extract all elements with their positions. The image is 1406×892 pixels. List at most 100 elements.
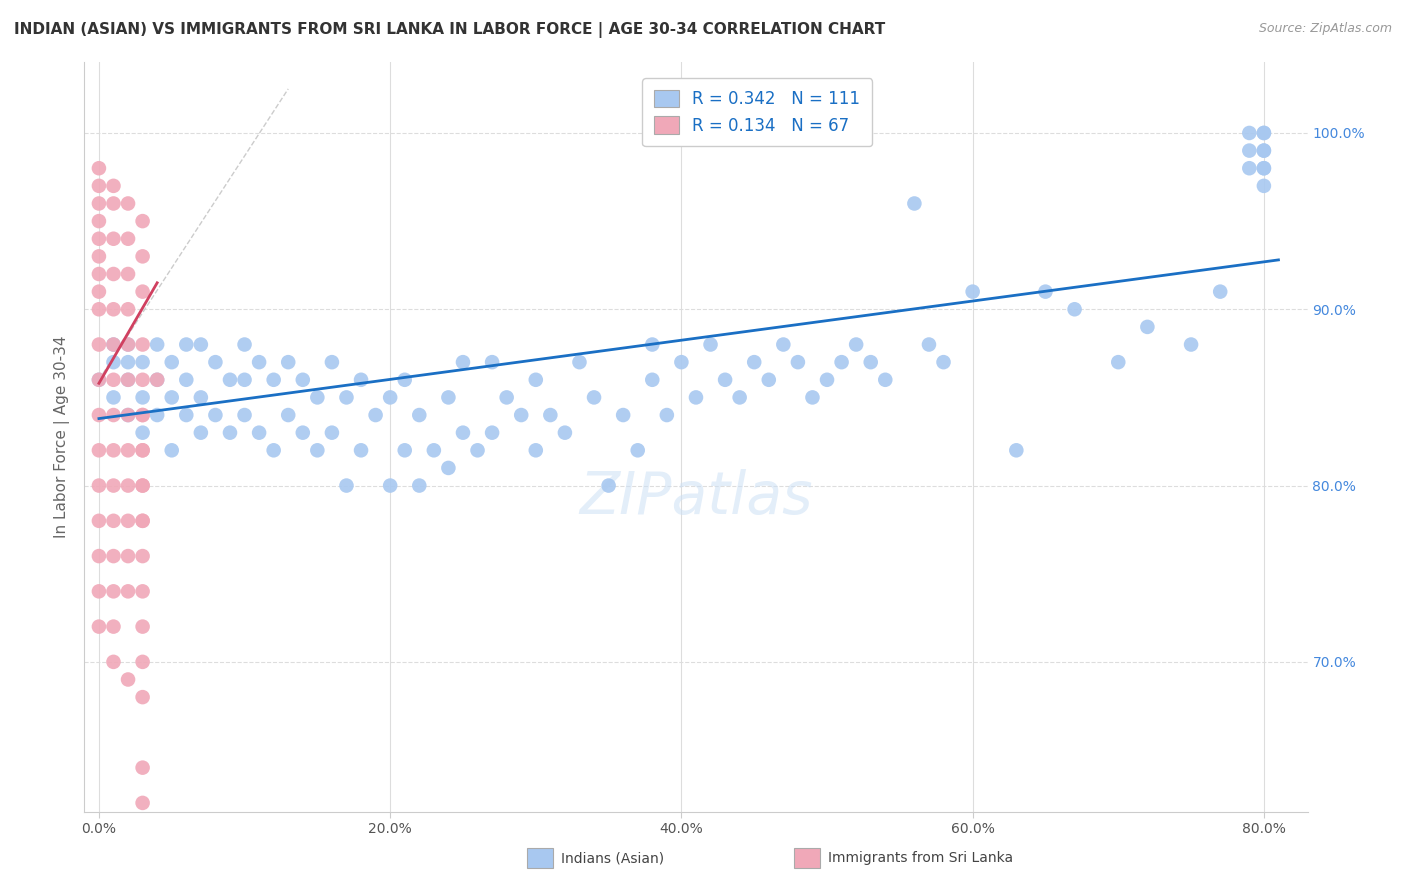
- Point: [1253, 161, 1275, 176]
- Point: [671, 355, 693, 369]
- Point: [87, 214, 110, 228]
- Point: [1063, 302, 1085, 317]
- Point: [758, 373, 780, 387]
- Text: INDIAN (ASIAN) VS IMMIGRANTS FROM SRI LANKA IN LABOR FORCE | AGE 30-34 CORRELATI: INDIAN (ASIAN) VS IMMIGRANTS FROM SRI LA…: [14, 22, 886, 38]
- Point: [117, 478, 139, 492]
- Point: [233, 337, 256, 351]
- Point: [117, 373, 139, 387]
- Point: [1253, 161, 1275, 176]
- Point: [103, 514, 125, 528]
- Point: [87, 337, 110, 351]
- Point: [87, 549, 110, 563]
- Point: [1239, 161, 1261, 176]
- Point: [247, 355, 270, 369]
- Point: [131, 337, 153, 351]
- Point: [219, 373, 242, 387]
- Point: [117, 355, 139, 369]
- Point: [87, 267, 110, 281]
- Point: [277, 355, 299, 369]
- Point: [160, 443, 183, 458]
- Point: [204, 355, 226, 369]
- Point: [233, 408, 256, 422]
- Point: [190, 337, 212, 351]
- Point: [87, 161, 110, 176]
- Point: [117, 408, 139, 422]
- Point: [103, 478, 125, 492]
- Point: [103, 443, 125, 458]
- Point: [131, 285, 153, 299]
- Point: [291, 373, 314, 387]
- Point: [233, 373, 256, 387]
- Point: [307, 443, 329, 458]
- Point: [1035, 285, 1057, 299]
- Point: [146, 373, 169, 387]
- Point: [87, 178, 110, 193]
- Point: [641, 337, 664, 351]
- Point: [408, 478, 430, 492]
- Point: [481, 355, 503, 369]
- Point: [380, 391, 402, 405]
- Point: [772, 337, 794, 351]
- Point: [335, 391, 357, 405]
- Point: [612, 408, 634, 422]
- Point: [524, 373, 547, 387]
- Point: [394, 373, 416, 387]
- Point: [903, 196, 925, 211]
- Point: [1239, 144, 1261, 158]
- Point: [87, 408, 110, 422]
- Point: [685, 391, 707, 405]
- Point: [117, 408, 139, 422]
- Point: [117, 514, 139, 528]
- Point: [131, 373, 153, 387]
- Point: [131, 549, 153, 563]
- Point: [117, 337, 139, 351]
- Point: [103, 408, 125, 422]
- Point: [787, 355, 810, 369]
- Text: Source: ZipAtlas.com: Source: ZipAtlas.com: [1258, 22, 1392, 36]
- Point: [204, 408, 226, 422]
- Point: [87, 478, 110, 492]
- Point: [627, 443, 650, 458]
- Point: [87, 285, 110, 299]
- Point: [335, 478, 357, 492]
- Point: [103, 337, 125, 351]
- Point: [801, 391, 824, 405]
- Point: [117, 673, 139, 687]
- Point: [87, 514, 110, 528]
- Point: [1253, 178, 1275, 193]
- Point: [190, 391, 212, 405]
- Point: [131, 249, 153, 263]
- Point: [394, 443, 416, 458]
- Point: [87, 302, 110, 317]
- Point: [321, 425, 343, 440]
- Point: [131, 514, 153, 528]
- Point: [845, 337, 868, 351]
- Point: [263, 443, 285, 458]
- Point: [451, 425, 474, 440]
- Point: [117, 549, 139, 563]
- Point: [103, 584, 125, 599]
- Point: [1253, 126, 1275, 140]
- Text: Indians (Asian): Indians (Asian): [561, 851, 664, 865]
- Point: [103, 373, 125, 387]
- Point: [962, 285, 984, 299]
- Point: [380, 478, 402, 492]
- Point: [174, 373, 197, 387]
- Point: [146, 408, 169, 422]
- Point: [437, 461, 460, 475]
- Point: [1253, 144, 1275, 158]
- Point: [364, 408, 387, 422]
- Legend: R = 0.342   N = 111, R = 0.134   N = 67: R = 0.342 N = 111, R = 0.134 N = 67: [643, 78, 872, 146]
- Point: [117, 302, 139, 317]
- Point: [103, 302, 125, 317]
- Point: [918, 337, 941, 351]
- Point: [131, 514, 153, 528]
- Point: [103, 337, 125, 351]
- Point: [103, 619, 125, 633]
- Point: [146, 373, 169, 387]
- Text: Immigrants from Sri Lanka: Immigrants from Sri Lanka: [828, 851, 1014, 865]
- Point: [117, 443, 139, 458]
- Point: [131, 690, 153, 705]
- Point: [655, 408, 678, 422]
- Point: [103, 655, 125, 669]
